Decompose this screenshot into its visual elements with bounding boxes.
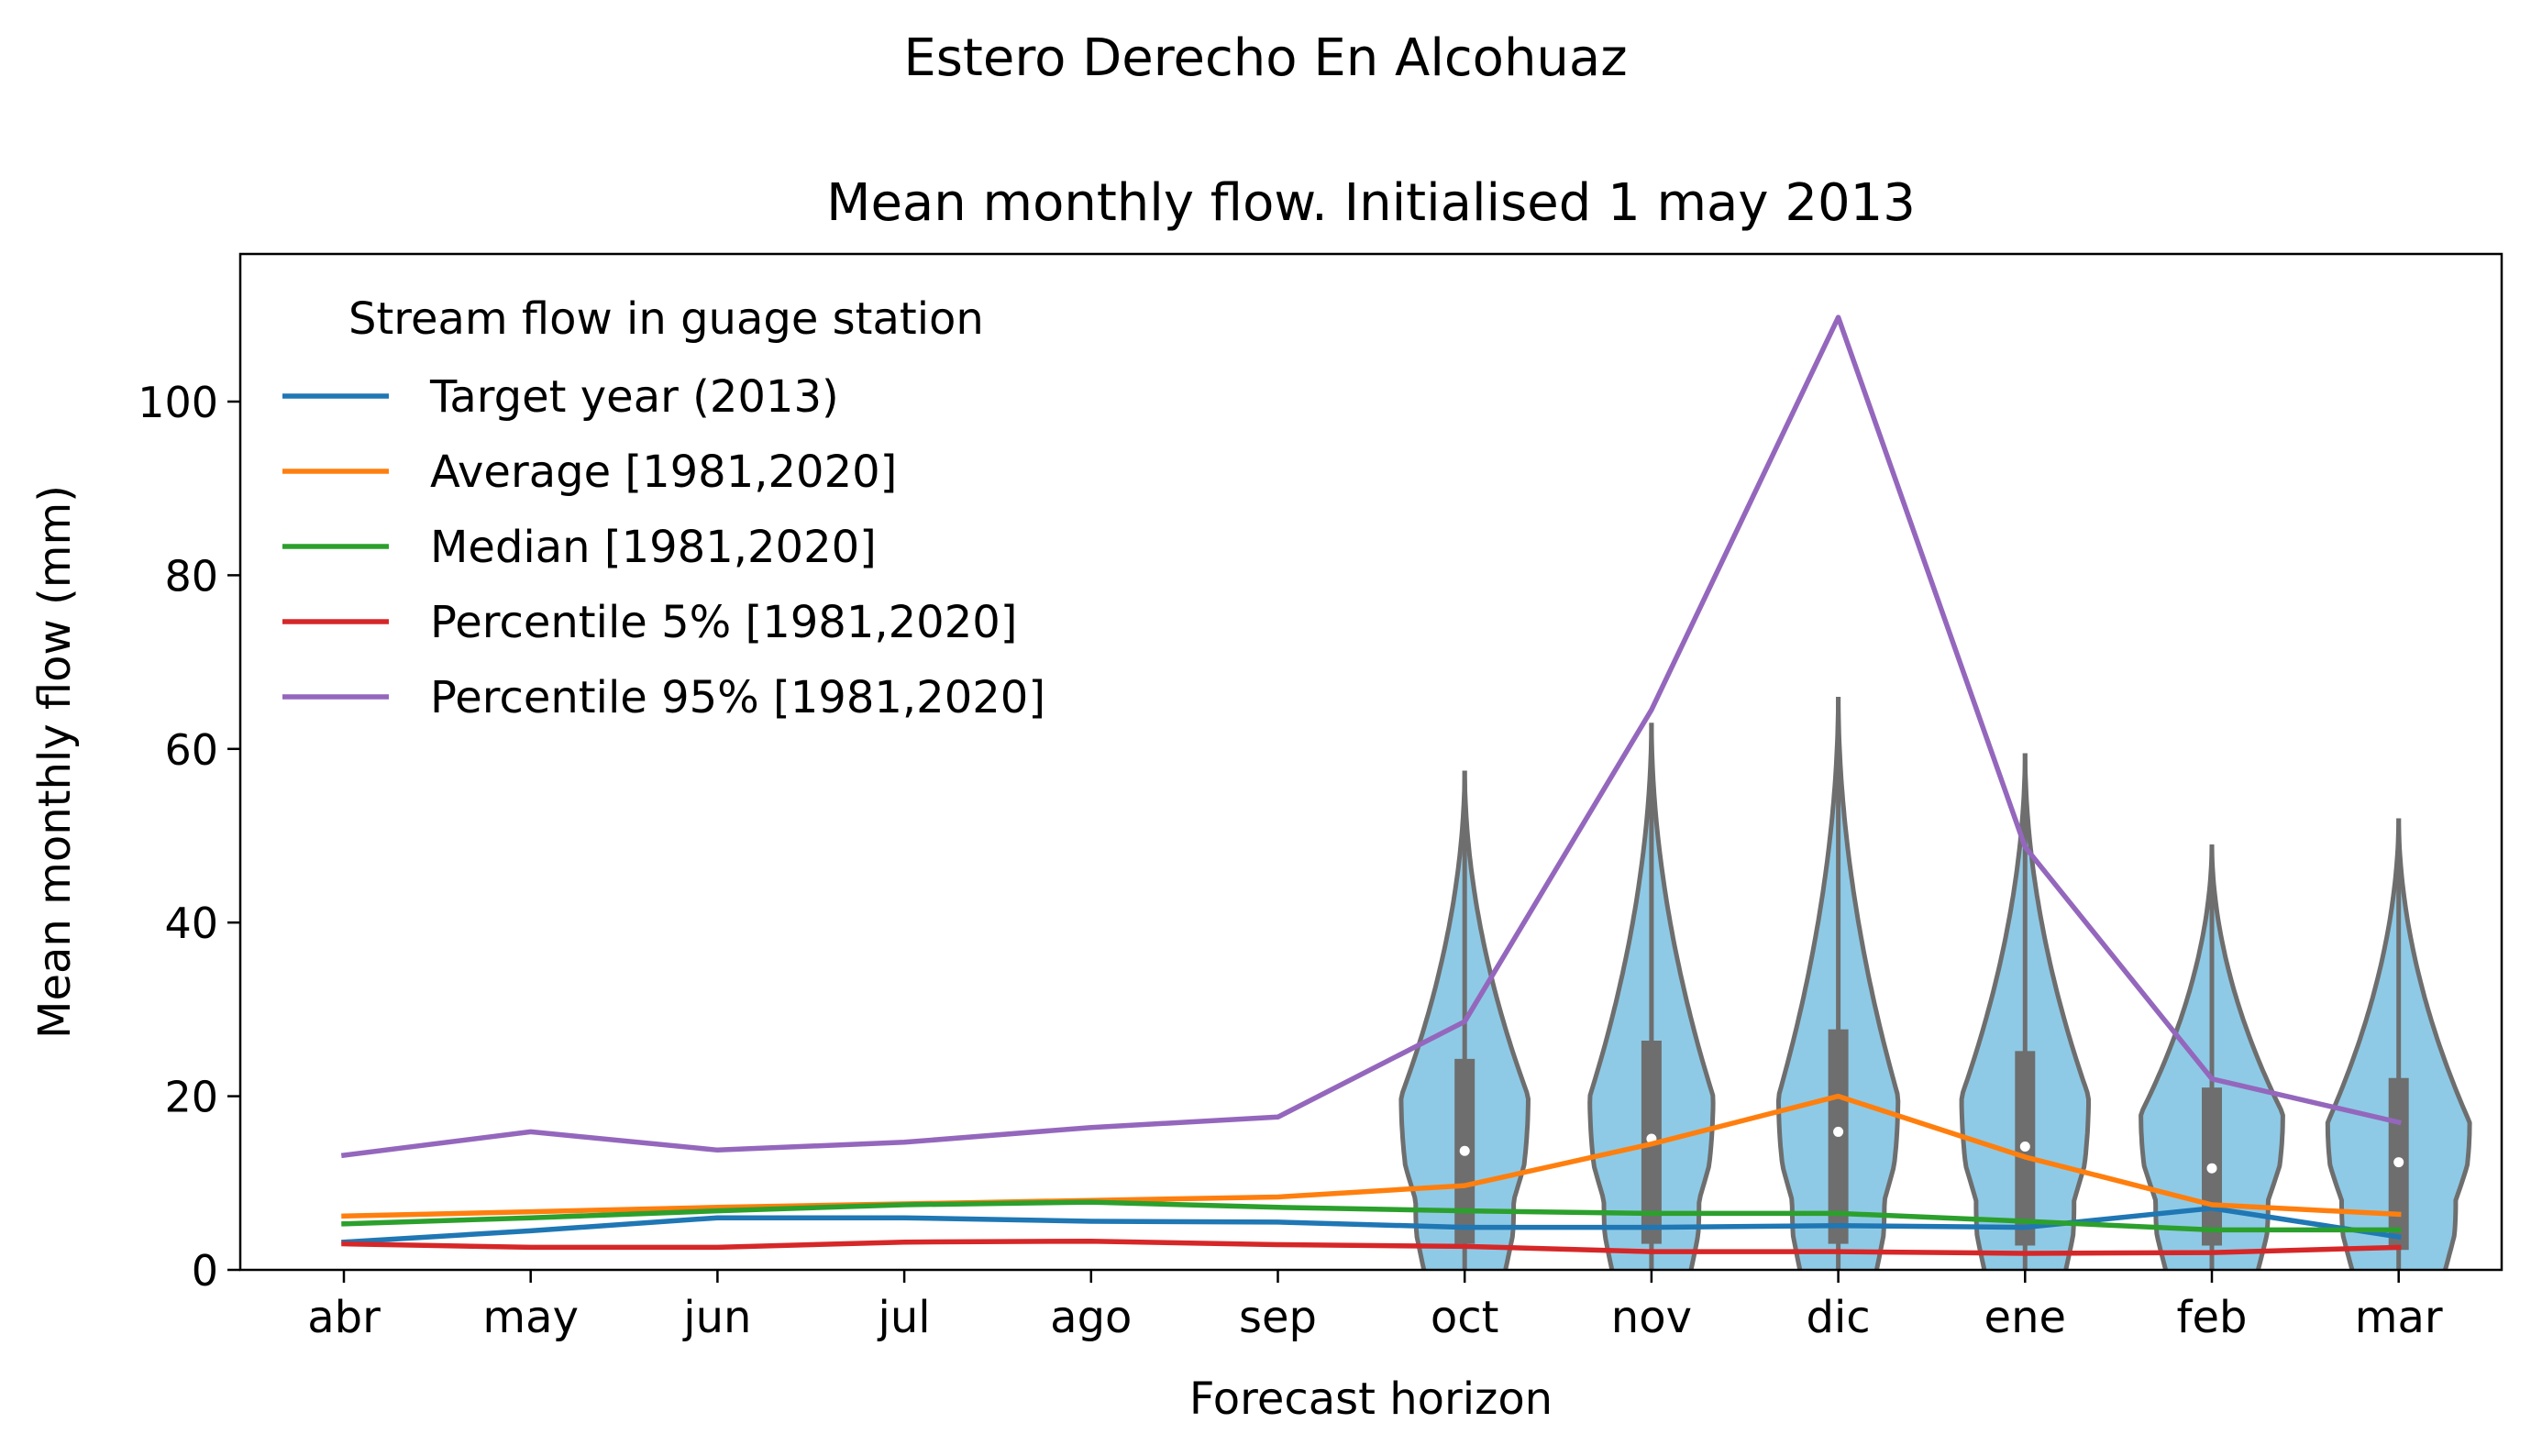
y-axis: 0 20 40 60 80 100 [138,378,240,1296]
violin-median-dic [1833,1126,1844,1137]
legend-label-0: Target year (2013) [429,371,839,423]
x-tick-label-feb: feb [2177,1292,2248,1343]
legend-title: Stream flow in guage station [348,293,984,345]
violin-median-ene [2019,1142,2030,1153]
y-tick-label: 0 [192,1246,218,1296]
x-tick-label-mar: mar [2355,1292,2443,1343]
series-line-2 [341,1199,2402,1233]
x-axis-label: Forecast horizon [1189,1373,1553,1425]
series-line-3 [341,1238,2402,1256]
x-tick-label-nov: nov [1611,1292,1692,1343]
legend-label-2: Median [1981,2020] [430,522,877,573]
legend-label-1: Average [1981,2020] [430,447,897,498]
x-tick-label-jun: jun [682,1292,751,1343]
series-line-4 [340,314,2403,1159]
x-tick-label-sep: sep [1239,1292,1317,1343]
violin-median-feb [2206,1163,2217,1174]
x-tick-label-abr: abr [307,1292,381,1343]
y-tick-label: 20 [164,1073,218,1122]
y-tick-label: 80 [164,551,218,601]
y-tick-label: 40 [164,899,218,948]
axes-frame [238,252,2503,1272]
violin-median-oct [1459,1145,1470,1156]
y-axis-label: Mean monthly flow (mm) [29,485,81,1039]
x-tick-label-ago: ago [1050,1292,1132,1343]
x-tick-label-ene: ene [1984,1292,2066,1343]
legend-label-3: Percentile 5% [1981,2020] [430,597,1018,648]
series-lines [340,314,2403,1256]
figure-suptitle: Estero Derecho En Alcohuaz [903,28,1627,88]
x-axis: abr may jun jul ago sep oct nov dic ene feb mar [307,1270,2443,1343]
x-tick-label-dic: dic [1806,1292,1870,1343]
x-tick-label-jul: jul [878,1292,931,1343]
legend-label-4: Percentile 95% [1981,2020] [430,672,1045,723]
series-line-1 [341,1093,2402,1219]
violin-median-mar [2393,1157,2404,1168]
x-tick-label-oct: oct [1431,1292,1499,1343]
y-tick-label: 100 [138,378,218,427]
legend: Stream flow in guage station Target year… [282,293,1045,723]
chart-title: Mean monthly flow. Initialised 1 may 201… [826,173,1916,233]
y-tick-label: 60 [164,725,218,775]
x-tick-label-may: may [482,1292,579,1343]
